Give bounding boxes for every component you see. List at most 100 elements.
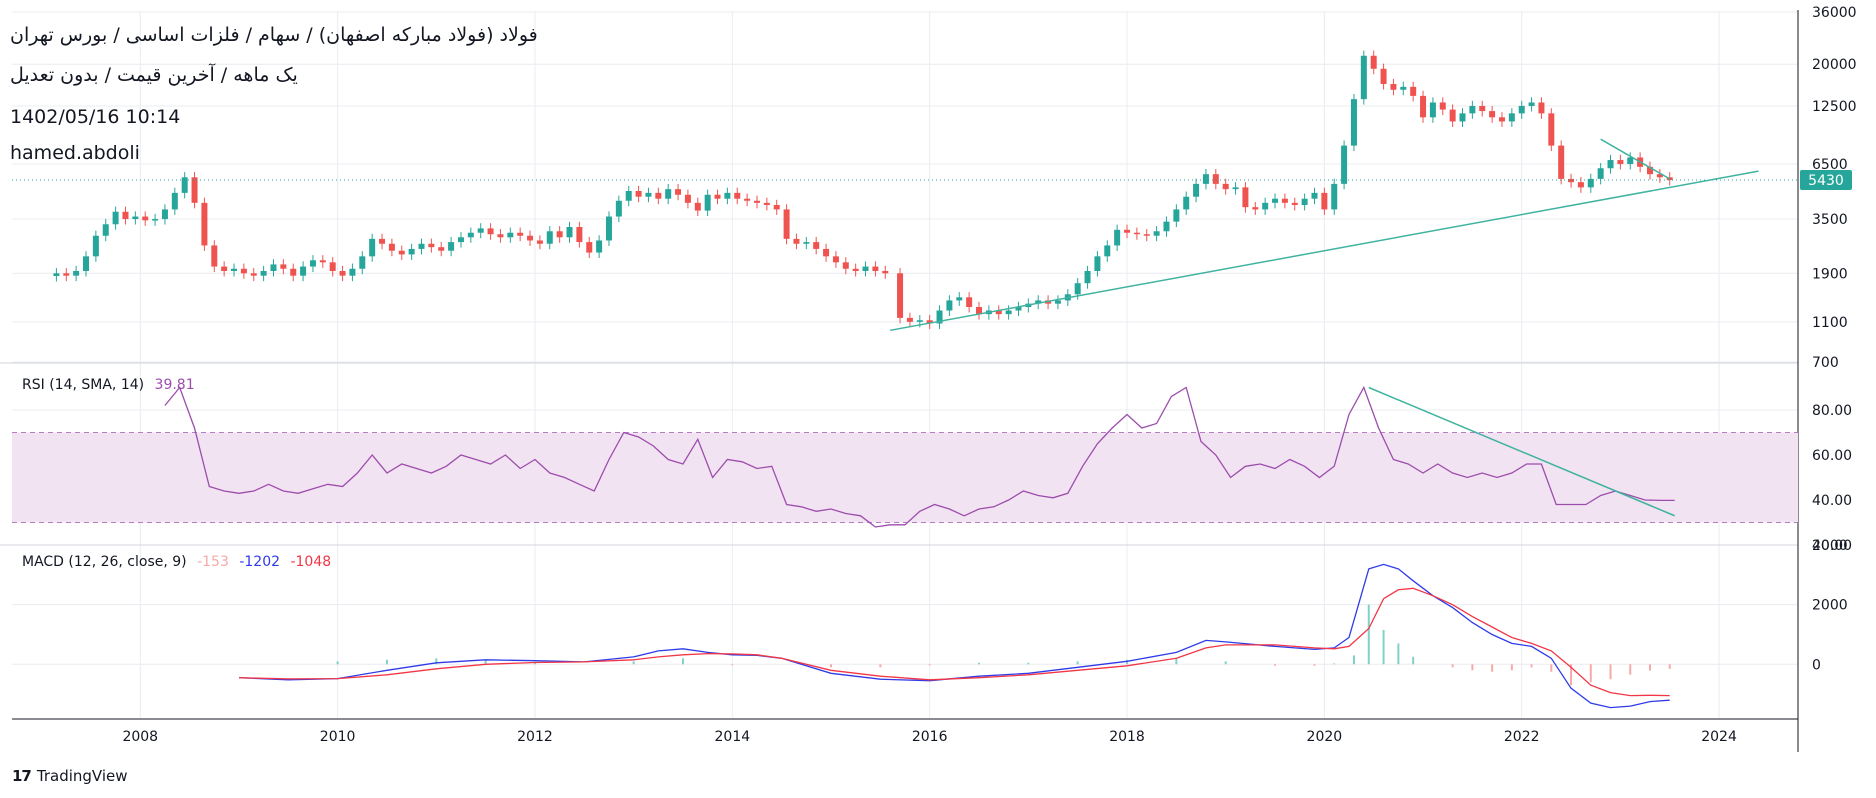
- macd-legend-title: MACD (12, 26, close, 9): [22, 554, 187, 570]
- price-candle: [1469, 100, 1476, 119]
- price-tick-label: 6500: [1812, 157, 1848, 173]
- price-candle: [1005, 305, 1012, 320]
- author-name: hamed.abdoli: [10, 142, 140, 164]
- candle-body: [250, 273, 257, 276]
- candle-body: [92, 235, 99, 257]
- price-candles: 5430: [12, 50, 1852, 329]
- candle-body: [329, 262, 336, 271]
- candle-body: [487, 228, 494, 235]
- candle-body: [1054, 300, 1061, 304]
- macd-tick-label: 4000: [1812, 538, 1848, 554]
- price-candle: [1459, 108, 1466, 127]
- price-candle: [398, 245, 405, 260]
- candle-body: [1498, 117, 1505, 122]
- candle-body: [132, 216, 139, 220]
- candle-body: [260, 270, 267, 276]
- price-candle: [1202, 168, 1209, 190]
- candle-body: [1143, 234, 1150, 236]
- price-candle: [231, 263, 238, 277]
- price-candle: [823, 243, 830, 262]
- price-candle: [635, 185, 642, 203]
- price-candle: [906, 312, 913, 328]
- candle-body: [1518, 105, 1525, 114]
- price-candle: [596, 235, 603, 259]
- candle-body: [916, 320, 923, 322]
- candle-body: [926, 320, 933, 324]
- price-candle: [1617, 154, 1624, 170]
- candle-body: [566, 226, 573, 238]
- rsi-band-fill: [12, 432, 1798, 523]
- price-candle: [309, 255, 316, 273]
- tradingview-logo-icon: 17: [12, 767, 32, 785]
- candle-body: [1380, 68, 1387, 85]
- price-candle: [1232, 182, 1239, 195]
- candle-body: [171, 192, 178, 210]
- price-candle: [1252, 201, 1259, 215]
- price-candle: [201, 197, 208, 251]
- price-candle: [329, 257, 336, 277]
- candle-body: [1212, 174, 1219, 184]
- candle-body: [211, 245, 218, 267]
- price-candle: [388, 238, 395, 257]
- candle-body: [635, 190, 642, 197]
- candle-body: [753, 200, 760, 203]
- candle-body: [418, 243, 425, 249]
- price-candle: [1262, 197, 1269, 215]
- tradingview-brand[interactable]: 17 TradingView: [12, 767, 128, 785]
- price-candle: [714, 189, 721, 205]
- price-candle: [1212, 168, 1219, 190]
- candle-body: [457, 237, 464, 243]
- candle-body: [956, 297, 963, 301]
- price-candle: [1449, 104, 1456, 127]
- candle-body: [319, 260, 326, 263]
- price-tick-label: 3500: [1812, 212, 1848, 228]
- candle-body: [1173, 209, 1180, 222]
- candle-body: [1548, 113, 1555, 146]
- macd-legend-histogram-value: -153: [197, 554, 229, 570]
- time-tick-label: 2012: [517, 729, 553, 745]
- price-candle: [349, 263, 356, 282]
- candle-body: [1350, 99, 1357, 146]
- candle-body: [448, 242, 455, 251]
- price-candle: [1410, 81, 1417, 102]
- price-candle: [53, 268, 60, 282]
- candle-body: [897, 273, 904, 318]
- candle-body: [906, 317, 913, 322]
- candle-body: [1558, 145, 1565, 179]
- macd-plot: [238, 563, 1671, 709]
- price-candle: [290, 263, 297, 282]
- candle-body: [872, 266, 879, 271]
- candle-body: [1439, 102, 1446, 110]
- candle-body: [497, 234, 504, 238]
- macd-line: [238, 563, 1670, 709]
- price-candle: [1035, 295, 1042, 310]
- candle-body: [966, 297, 973, 308]
- price-candle: [1577, 177, 1584, 193]
- price-candle: [1193, 178, 1200, 203]
- price-candle: [872, 261, 879, 277]
- price-candle: [408, 243, 415, 260]
- candle-body: [467, 232, 474, 238]
- candle-body: [704, 194, 711, 211]
- candle-body: [665, 189, 672, 199]
- candle-body: [763, 202, 770, 205]
- price-candle: [546, 226, 553, 250]
- candle-body: [1005, 310, 1012, 315]
- price-candle: [1656, 168, 1663, 183]
- price-candle: [319, 255, 326, 268]
- candle-body: [596, 240, 603, 253]
- candle-body: [1074, 283, 1081, 295]
- candle-body: [1646, 166, 1653, 175]
- candle-body: [507, 232, 514, 238]
- candle-body: [1202, 174, 1209, 184]
- macd-legend-signal-value: -1048: [290, 554, 332, 570]
- candle-body: [1183, 196, 1190, 210]
- candle-body: [112, 211, 119, 225]
- macd-legend[interactable]: MACD (12, 26, close, 9) -153 -1202 -1048: [22, 554, 331, 570]
- price-candle: [1538, 97, 1545, 119]
- time-tick-label: 2024: [1701, 729, 1737, 745]
- rsi-legend[interactable]: RSI (14, SMA, 14) 39.81: [22, 377, 195, 393]
- candle-body: [1568, 178, 1575, 183]
- last-price-badge: [1800, 170, 1852, 191]
- price-candle: [1489, 105, 1496, 123]
